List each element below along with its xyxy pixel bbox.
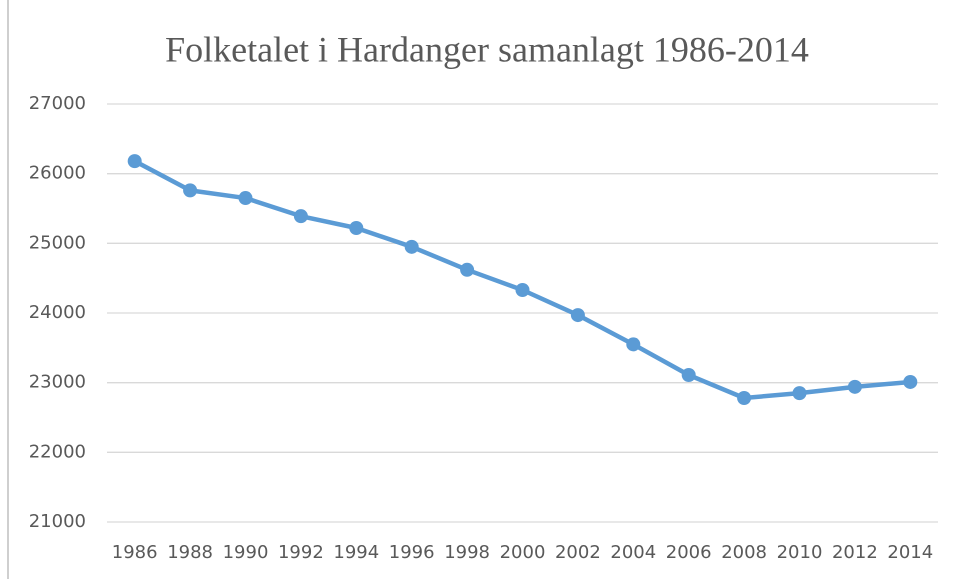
data-point (903, 374, 918, 389)
chart-border (7, 0, 954, 579)
data-point (293, 209, 308, 224)
data-point (183, 183, 198, 198)
data-point (238, 191, 253, 206)
y-tick-label: 22000 (29, 441, 86, 462)
x-tick-label: 2008 (721, 542, 767, 563)
data-point (570, 308, 585, 323)
data-point (681, 368, 696, 383)
data-point (404, 239, 419, 254)
x-tick-label: 2006 (666, 542, 712, 563)
x-tick-label: 2002 (555, 542, 601, 563)
y-tick-label: 21000 (29, 511, 86, 532)
x-tick-label: 2014 (887, 542, 933, 563)
data-point (460, 262, 475, 277)
y-tick-label: 25000 (29, 232, 86, 253)
x-tick-label: 1992 (278, 542, 324, 563)
data-point (737, 390, 752, 405)
x-tick-label: 1998 (444, 542, 490, 563)
y-tick-label: 24000 (29, 302, 86, 323)
data-point (626, 337, 641, 352)
x-tick-label: 1986 (112, 542, 158, 563)
x-tick-label: 2004 (610, 542, 656, 563)
x-tick-label: 2010 (777, 542, 823, 563)
x-tick-label: 1988 (167, 542, 213, 563)
x-tick-label: 1990 (223, 542, 269, 563)
data-point (349, 221, 364, 236)
x-tick-label: 2000 (500, 542, 546, 563)
x-tick-label: 1996 (389, 542, 435, 563)
data-point (792, 386, 807, 401)
y-tick-label: 27000 (29, 93, 86, 114)
data-point (515, 283, 530, 298)
chart-title: Folketalet i Hardanger samanlagt 1986-20… (165, 29, 809, 69)
y-tick-label: 26000 (29, 163, 86, 184)
x-tick-label: 2012 (832, 542, 878, 563)
data-point (127, 154, 142, 169)
data-point (847, 379, 862, 394)
x-tick-label: 1994 (333, 542, 379, 563)
y-tick-label: 23000 (29, 372, 86, 393)
